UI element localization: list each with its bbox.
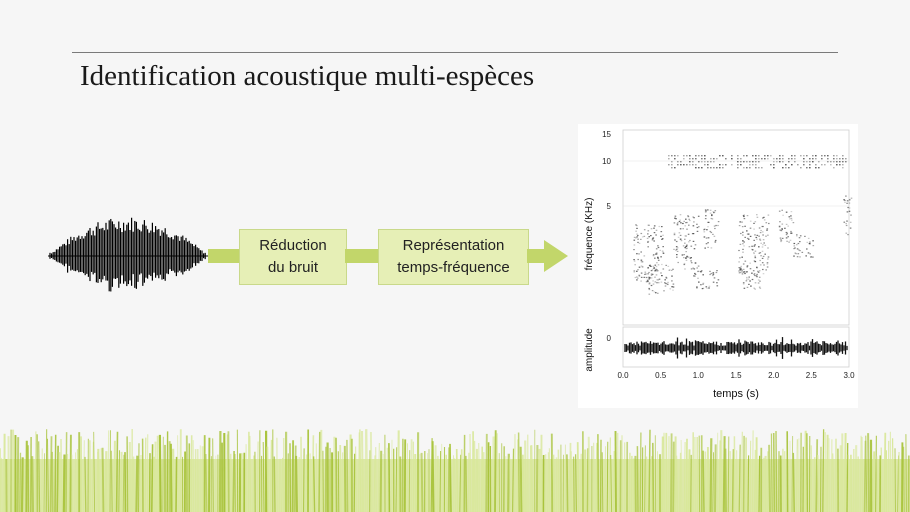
freq-tick-label: 10: [602, 157, 611, 166]
noise-reduction-box: Réduction du bruit: [239, 229, 347, 285]
connector-2: [345, 249, 379, 263]
freq-tick-label: 5: [607, 202, 612, 211]
time-frequency-line1: Représentation: [402, 237, 505, 254]
spectrogram-figure: 15 10 5 0 0.0 0.5 1.0 1.5 2.0 2.5 3.0 te…: [578, 124, 858, 408]
grass-decoration: [0, 428, 910, 512]
y-axis-label-frequency: fréquence (KHz): [584, 198, 595, 271]
time-tick-label: 2.0: [768, 371, 780, 380]
time-tick-label: 1.0: [693, 371, 705, 380]
freq-tick-label: 15: [602, 130, 611, 139]
noise-reduction-line2: du bruit: [267, 259, 319, 276]
time-tick-label: 1.5: [730, 371, 742, 380]
connector-1: [208, 249, 240, 263]
time-tick-label: 3.0: [843, 371, 855, 380]
title-underline: [72, 52, 838, 53]
x-axis-label: temps (s): [713, 388, 759, 400]
amplitude-plot-frame: [622, 326, 850, 368]
time-tick-label: 2.5: [806, 371, 818, 380]
noise-reduction-line1: Réduction: [259, 237, 327, 254]
amplitude-tick-label: 0: [607, 334, 612, 343]
slide-title: Identification acoustique multi-espèces: [80, 60, 535, 92]
time-frequency-line2: temps-fréquence: [397, 259, 510, 276]
input-waveform: [48, 217, 208, 292]
time-frequency-box: Représentation temps-fréquence: [378, 229, 529, 285]
time-tick-label: 0.5: [655, 371, 667, 380]
arrow-right-icon: [544, 240, 568, 272]
spectrogram-plot-frame: [622, 129, 850, 326]
y-axis-label-amplitude: amplitude: [584, 328, 595, 372]
connector-3: [527, 249, 545, 263]
time-tick-label: 0.0: [617, 371, 629, 380]
